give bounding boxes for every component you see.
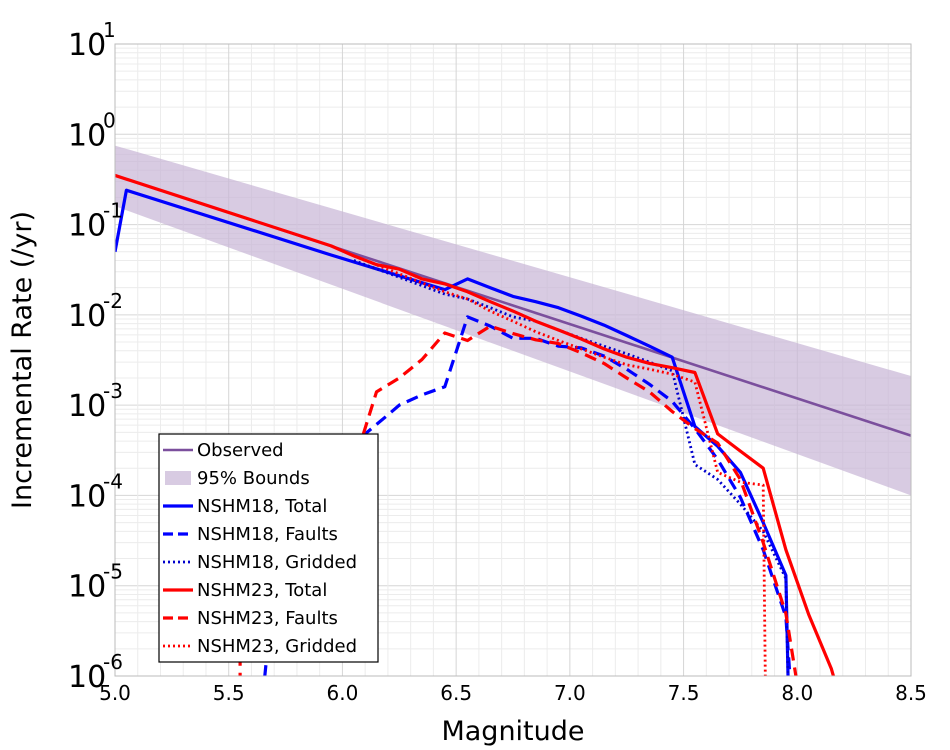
series-line-3 [353, 259, 790, 676]
y-tick-label: 10 [68, 28, 106, 63]
legend-label: NSHM18, Gridded [197, 552, 357, 573]
x-tick-label: 8.5 [895, 681, 927, 705]
series-line-4 [115, 173, 836, 676]
x-tick-label: 7.5 [668, 681, 700, 705]
x-tick-label: 5.5 [213, 681, 245, 705]
legend-label: 95% Bounds [197, 468, 310, 489]
y-tick-exponent: -3 [103, 379, 123, 403]
y-tick-exponent: -1 [103, 199, 123, 223]
bounds-band [115, 145, 911, 496]
y-tick-exponent: 1 [103, 18, 116, 42]
y-tick-exponent: -5 [103, 560, 123, 584]
x-tick-labels: 5.0 5.5 6.0 6.5 7.0 7.5 8.0 8.5 [99, 681, 927, 705]
y-tick-label: 10 [68, 118, 106, 153]
x-tick-label: 6.0 [327, 681, 359, 705]
y-tick-label: 10 [68, 570, 106, 605]
y-tick-label: 10 [68, 209, 106, 244]
legend: Observed 95% Bounds NSHM18, Total NSHM18, F… [158, 433, 379, 663]
x-axis-title: Magnitude [441, 716, 584, 747]
legend-label: Observed [197, 440, 284, 461]
y-tick-exponent: 0 [103, 108, 116, 132]
y-tick-label: 10 [68, 389, 106, 424]
series-line-5 [238, 324, 798, 676]
y-axis-title: Incremental Rate (/yr) [7, 211, 38, 509]
legend-label: NSHM23, Faults [197, 608, 338, 629]
legend-label: NSHM23, Gridded [197, 636, 357, 657]
y-tick-exponent: -4 [103, 469, 123, 493]
y-tick-label: 10 [68, 479, 106, 514]
x-tick-label: 6.5 [440, 681, 472, 705]
legend-box [158, 433, 379, 663]
x-tick-label: 5.0 [99, 681, 131, 705]
plot-frame [114, 43, 912, 677]
x-tick-label: 7.0 [554, 681, 586, 705]
y-tick-exponent: -6 [103, 650, 123, 674]
series-line-6 [353, 254, 767, 676]
bounds-band-layer [115, 145, 911, 496]
legend-swatch [165, 471, 191, 485]
legend-label: NSHM23, Total [197, 580, 327, 601]
series-line-1 [115, 188, 790, 676]
y-tick-exponent: -2 [103, 289, 123, 313]
legend-label: NSHM18, Faults [197, 524, 338, 545]
y-tick-label: 10 [68, 660, 106, 695]
x-tick-label: 8.0 [781, 681, 813, 705]
legend-label: NSHM18, Total [197, 496, 327, 517]
y-tick-label: 10 [68, 299, 106, 334]
